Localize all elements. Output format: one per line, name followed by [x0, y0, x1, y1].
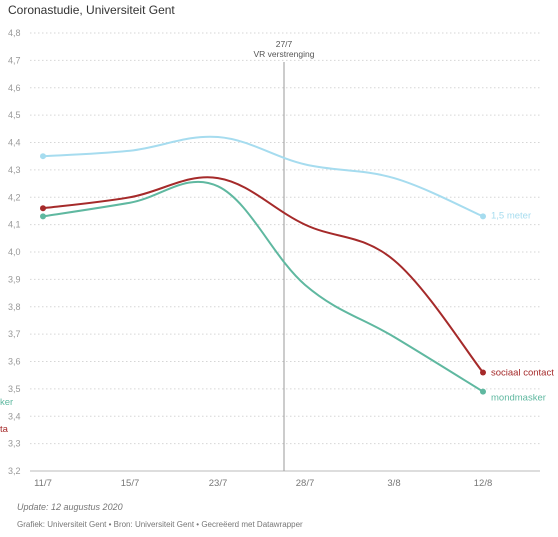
data-point [40, 205, 46, 212]
x-tick-label: 23/7 [209, 478, 228, 489]
annotation-label: 27/7 [276, 39, 293, 49]
series-label: 1,5 meter [491, 210, 531, 221]
series-line [42, 180, 484, 393]
x-tick-label: 15/7 [121, 478, 140, 489]
y-tick-label: 4,4 [8, 138, 21, 148]
y-tick-label: 3,7 [8, 329, 21, 339]
y-tick-label: 4,5 [8, 110, 21, 120]
y-tick-label: 4,6 [8, 83, 21, 93]
chart-title: Coronastudie, Universiteit Gent [8, 3, 175, 17]
data-point [40, 213, 46, 220]
line-chart: 4,8 4,7 4,6 4,5 4,4 4,3 4,2 4,1 4,0 3,9 3,8 3,7 3,6 3… [0, 28, 554, 489]
x-tick-label: 3/8 [387, 478, 400, 489]
update-note: Update: 12 augustus 2020 [17, 502, 123, 512]
data-point [480, 369, 486, 376]
series-label-clipped: ker [0, 397, 13, 408]
x-tick-label: 12/8 [474, 478, 493, 489]
y-tick-label: 3,8 [8, 302, 21, 312]
x-tick-label: 11/7 [34, 478, 52, 489]
series-label: mondmasker [491, 393, 546, 404]
y-tick-label: 4,1 [8, 220, 21, 230]
y-tick-label: 4,8 [8, 28, 21, 38]
data-point [480, 388, 486, 395]
data-point [40, 153, 46, 160]
y-tick-label: 3,3 [8, 439, 21, 449]
y-tick-label: 4,7 [8, 55, 21, 65]
credits-note: Grafiek: Universiteit Gent • Bron: Unive… [17, 520, 303, 529]
data-point [480, 213, 486, 220]
y-tick-label: 3,9 [8, 274, 21, 284]
y-tick-label: 3,4 [8, 411, 21, 421]
y-tick-label: 4,0 [8, 247, 21, 257]
annotation-label: VR verstrenging [254, 49, 315, 59]
y-tick-label: 3,2 [8, 466, 21, 476]
series-label-clipped: ta [0, 424, 9, 435]
y-tick-label: 4,3 [8, 165, 21, 175]
series-line [42, 135, 484, 218]
series-label: sociaal contact [491, 367, 554, 378]
y-tick-label: 4,2 [8, 192, 21, 202]
x-tick-label: 28/7 [296, 478, 315, 489]
series-line [42, 176, 484, 374]
y-tick-label: 3,6 [8, 357, 21, 367]
y-tick-label: 3,5 [8, 384, 21, 394]
